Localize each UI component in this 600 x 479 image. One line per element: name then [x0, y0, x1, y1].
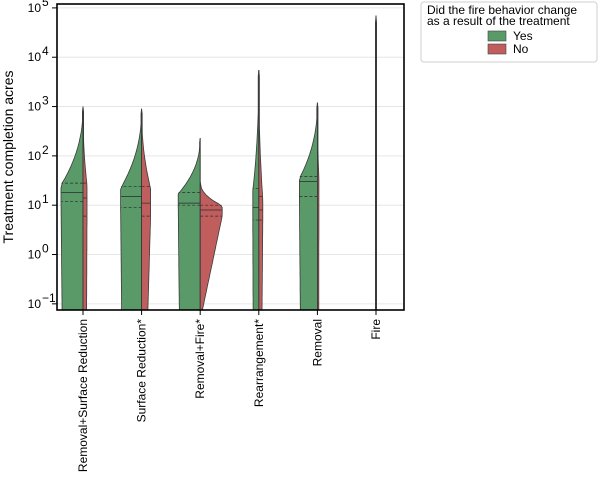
legend-box [420, 1, 598, 63]
y-tick-exponent: 1 [42, 192, 49, 206]
violin-yes [299, 102, 318, 311]
violin-yes [177, 137, 201, 311]
violin-yes [252, 69, 260, 311]
violin-yes [60, 106, 84, 311]
violins [60, 15, 377, 311]
y-tick-exponent: 4 [42, 44, 49, 58]
x-tick-label: Rearrangement* [252, 319, 266, 407]
violin-no [258, 69, 264, 311]
y-tick-label: 10 [28, 198, 42, 212]
y-tick-exponent: 2 [42, 143, 49, 157]
y-tick-exponent: 5 [42, 0, 49, 9]
x-tick-label: Surface Reduction* [135, 319, 149, 423]
y-tick-label: 10 [28, 297, 42, 311]
violin-yes [120, 108, 142, 311]
violin-no [199, 181, 223, 311]
legend-swatch [487, 43, 507, 55]
y-tick-exponent: 3 [42, 94, 49, 108]
grid-lines [57, 7, 404, 305]
y-tick-label: 10 [28, 248, 42, 262]
legend-title: Did the fire behavior change [427, 3, 577, 17]
violin-no [82, 106, 88, 311]
y-tick-label: 10 [28, 50, 42, 64]
x-axis-ticks: Removal+Surface Reduction Surface Reducti… [76, 310, 383, 472]
legend-label: No [513, 42, 529, 56]
x-tick-label: Fire [369, 319, 383, 340]
y-axis-title: Treatment completion acres [0, 71, 16, 244]
x-tick-label: Removal [310, 319, 324, 366]
plot-frame [56, 3, 405, 311]
x-tick-label: Removal+Fire* [193, 319, 207, 399]
legend-label: Yes [513, 29, 533, 43]
x-tick-label: Removal+Surface Reduction [76, 319, 90, 472]
y-tick-exponent: −1 [42, 291, 56, 305]
y-tick-exponent: 0 [42, 242, 49, 256]
legend-title: as a result of the treatment [427, 14, 570, 28]
y-tick-label: 10 [28, 100, 42, 114]
legend-swatch [487, 30, 507, 42]
y-tick-label: 10 [28, 1, 42, 15]
y-tick-label: 10 [28, 149, 42, 163]
violin-no [141, 108, 151, 311]
